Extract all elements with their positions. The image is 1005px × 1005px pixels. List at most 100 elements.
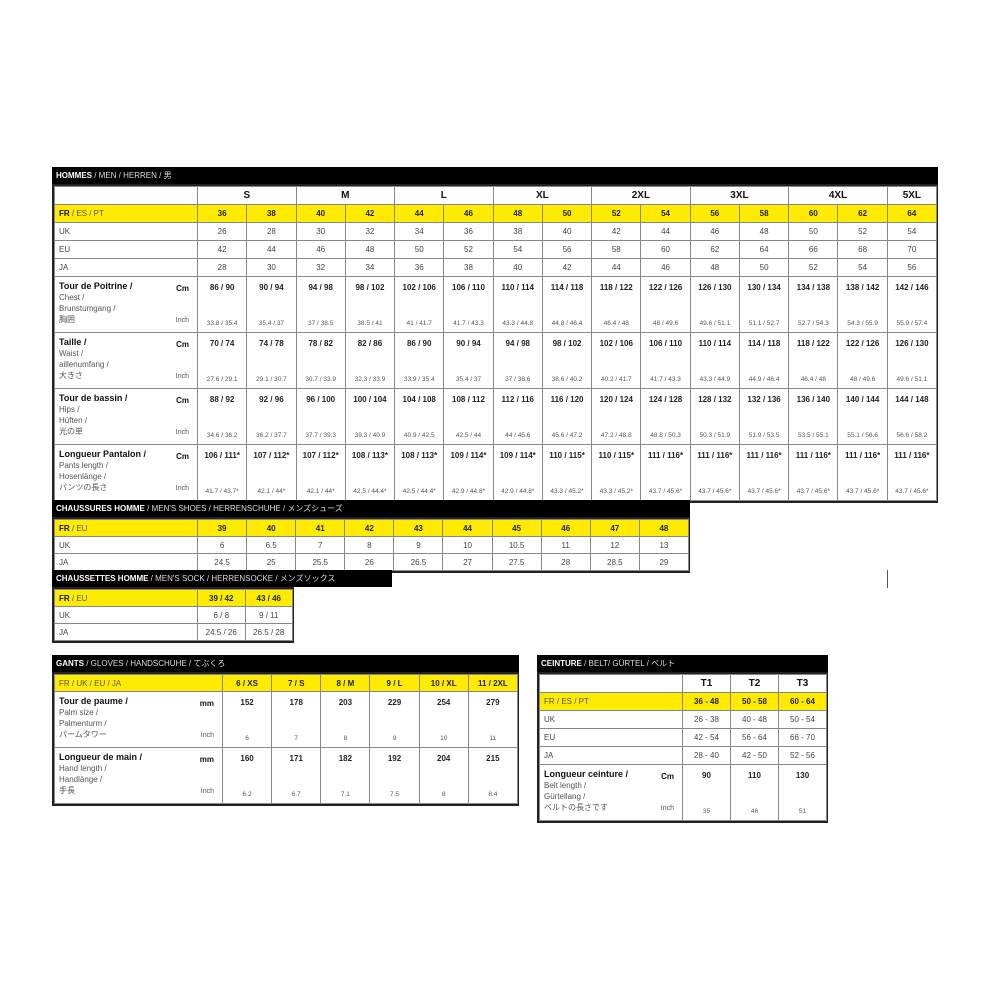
- unit-primary: Cm: [176, 452, 189, 461]
- secondary-value: 43.3 / 44.8: [502, 320, 534, 327]
- size-group-header: T1: [682, 674, 731, 693]
- primary-value: 111 / 116*: [894, 451, 930, 460]
- primary-value: 178: [289, 698, 303, 707]
- primary-value: 90: [702, 771, 711, 780]
- size-cell: 8: [344, 536, 395, 554]
- measurement-cell: 108 / 113* 42.5 / 44.4*: [394, 444, 445, 501]
- measurement-row: Tour de paume / Palm size / Palmenturm / パー…: [54, 691, 518, 748]
- row-label: FR / EU: [54, 519, 198, 537]
- size-cell: 66 - 70: [778, 728, 827, 747]
- primary-value: 86 / 90: [209, 283, 235, 292]
- row-label-text: JA: [544, 751, 554, 760]
- secondary-value: 43.7 / 45.6*: [698, 488, 732, 495]
- size-row: FR / ES / PT 36 38 40 42 44 46 48 50 52 54 56 58 60 62…: [54, 204, 938, 223]
- measurement-cell: 128 / 132 50.3 / 51.9: [689, 388, 740, 445]
- secondary-value: 33.8 / 35.4: [206, 320, 238, 327]
- size-cell: 52: [788, 258, 839, 277]
- size-cell: 24.5 / 26: [197, 623, 246, 641]
- measurement-translation: Gürtellang /: [544, 792, 586, 801]
- size-cell: 11 / 2XL: [467, 674, 518, 692]
- secondary-value: 30.7 / 33.9: [305, 376, 337, 383]
- measurement-cell: 192 7.5: [369, 747, 420, 804]
- row-label-text: UK: [59, 610, 71, 620]
- size-cell: 28.5: [589, 553, 640, 571]
- row-label: JA: [54, 553, 198, 571]
- size-cell: 9 / 11: [244, 606, 293, 624]
- measurement-cell: 82 / 86 32.3 / 33.9: [344, 332, 396, 389]
- size-cell: 52: [443, 240, 494, 259]
- primary-value: 215: [486, 754, 500, 763]
- size-cell: 30: [246, 258, 297, 277]
- size-cell: 36: [443, 222, 494, 241]
- measurement-cell: 70 / 74 27.6 / 29.1: [196, 332, 248, 389]
- unit-primary: Cm: [176, 340, 189, 349]
- measurement-name: Longueur de main /: [59, 752, 143, 762]
- measurement-cell: 130 51: [778, 764, 827, 821]
- secondary-value: 32.3 / 33.9: [354, 376, 386, 383]
- size-cell: 36 - 48: [682, 692, 731, 711]
- measurement-cell: 98 / 102 38.5 / 41: [344, 276, 396, 333]
- size-row: UK 26 28 30 32 34 36 38 40 42 44 46 48 50 52 54: [54, 222, 938, 241]
- measurement-translation: Hand length /: [59, 764, 107, 773]
- shoes-table: FR / EU 39 40 41 42 43 44 45 46 47 48 UK 6 6.5 7 8 9 10 10…: [54, 519, 689, 571]
- secondary-value: 42.5 / 44.4*: [353, 488, 387, 495]
- size-cell: 38: [246, 204, 297, 223]
- measurement-cell: 78 / 82 30.7 / 33.9: [295, 332, 346, 389]
- size-cell: 56: [886, 258, 938, 277]
- primary-value: 134 / 138: [796, 283, 831, 292]
- row-label: JA: [539, 746, 683, 765]
- measurement-cell: 160 6.2: [221, 747, 273, 804]
- size-cell: 42: [591, 222, 642, 241]
- secondary-value: 38.5 / 41: [357, 320, 383, 327]
- measurement-row: Longueur de main / Hand length / Handlänge…: [54, 747, 518, 804]
- size-cell: 46: [540, 519, 591, 537]
- measurement-label: Longueur de main / Hand length / Handlänge…: [54, 747, 223, 804]
- measurement-cell: 107 / 112* 42.1 / 44*: [295, 444, 346, 501]
- size-cell: 29: [638, 553, 689, 571]
- secondary-value: 41.7 / 43.3: [650, 376, 681, 383]
- size-row: JA 24.5 25 25.5 26 26.5 27 27.5 28 28.5 29: [54, 553, 689, 571]
- measurement-label: Tour de bassin / Hips / Hüften / 光の単 Cm Inch: [54, 388, 198, 445]
- size-cell: 42: [344, 204, 396, 223]
- shoes-title-bar: CHAUSSURES HOMME / MEN'S SHOES / HERRENS…: [52, 500, 690, 517]
- size-cell: 60: [640, 240, 691, 259]
- size-cell: 47: [589, 519, 640, 537]
- size-cell: 68: [837, 240, 888, 259]
- measurement-cell: 120 / 124 47.2 / 48.8: [591, 388, 642, 445]
- measurement-cell: 106 / 111* 41.7 / 43.7*: [196, 444, 248, 501]
- measurement-translation: Hosenlänge /: [59, 472, 107, 481]
- secondary-value: 45.6 / 47.2: [551, 432, 583, 439]
- secondary-value: 48.8 / 50.3: [650, 432, 681, 439]
- primary-value: 96 / 100: [306, 395, 336, 404]
- primary-value: 279: [486, 698, 500, 707]
- measurement-label: Taille / Waist / aillenumfang / 大きさ Cm Inch: [54, 332, 198, 389]
- size-cell: 9 / L: [369, 674, 420, 692]
- size-cell: 24.5: [196, 553, 248, 571]
- size-cell: 10: [442, 536, 493, 554]
- measurement-cell: 107 / 112* 42.1 / 44*: [246, 444, 297, 501]
- measurement-cell: 90 / 94 35.4 / 37: [246, 276, 297, 333]
- secondary-value: 39.3 / 40.9: [354, 432, 386, 439]
- measurement-cell: 215 8.4: [467, 747, 518, 804]
- primary-value: 110 / 114: [698, 339, 732, 348]
- primary-value: 160: [240, 754, 254, 763]
- secondary-value: 43.3 / 44.9: [699, 376, 731, 383]
- primary-value: 132 / 136: [747, 395, 781, 404]
- measurement-cell: 111 / 116* 43.7 / 45.6*: [886, 444, 938, 501]
- primary-value: 108 / 113*: [351, 451, 388, 460]
- size-cell: 56: [689, 204, 740, 223]
- size-cell: 28: [196, 258, 248, 277]
- size-cell: 30: [295, 222, 346, 241]
- measurement-cell: 138 / 142 54.3 / 55.9: [837, 276, 888, 333]
- measurement-cell: 203 8: [320, 691, 371, 748]
- measurement-cell: 152 6: [221, 691, 273, 748]
- measurement-cell: 110 / 114 43.3 / 44.9: [689, 332, 740, 389]
- primary-value: 112 / 116: [501, 395, 534, 404]
- primary-value: 107 / 112*: [302, 451, 339, 460]
- secondary-value: 40.2 / 41.7: [600, 376, 632, 383]
- secondary-value: 42.9 / 44.8*: [451, 488, 486, 495]
- secondary-value: 50.3 / 51.9: [699, 432, 731, 439]
- secondary-value: 35.4 / 37: [258, 320, 285, 327]
- size-cell: 44: [640, 222, 691, 241]
- secondary-value: 8: [441, 791, 446, 798]
